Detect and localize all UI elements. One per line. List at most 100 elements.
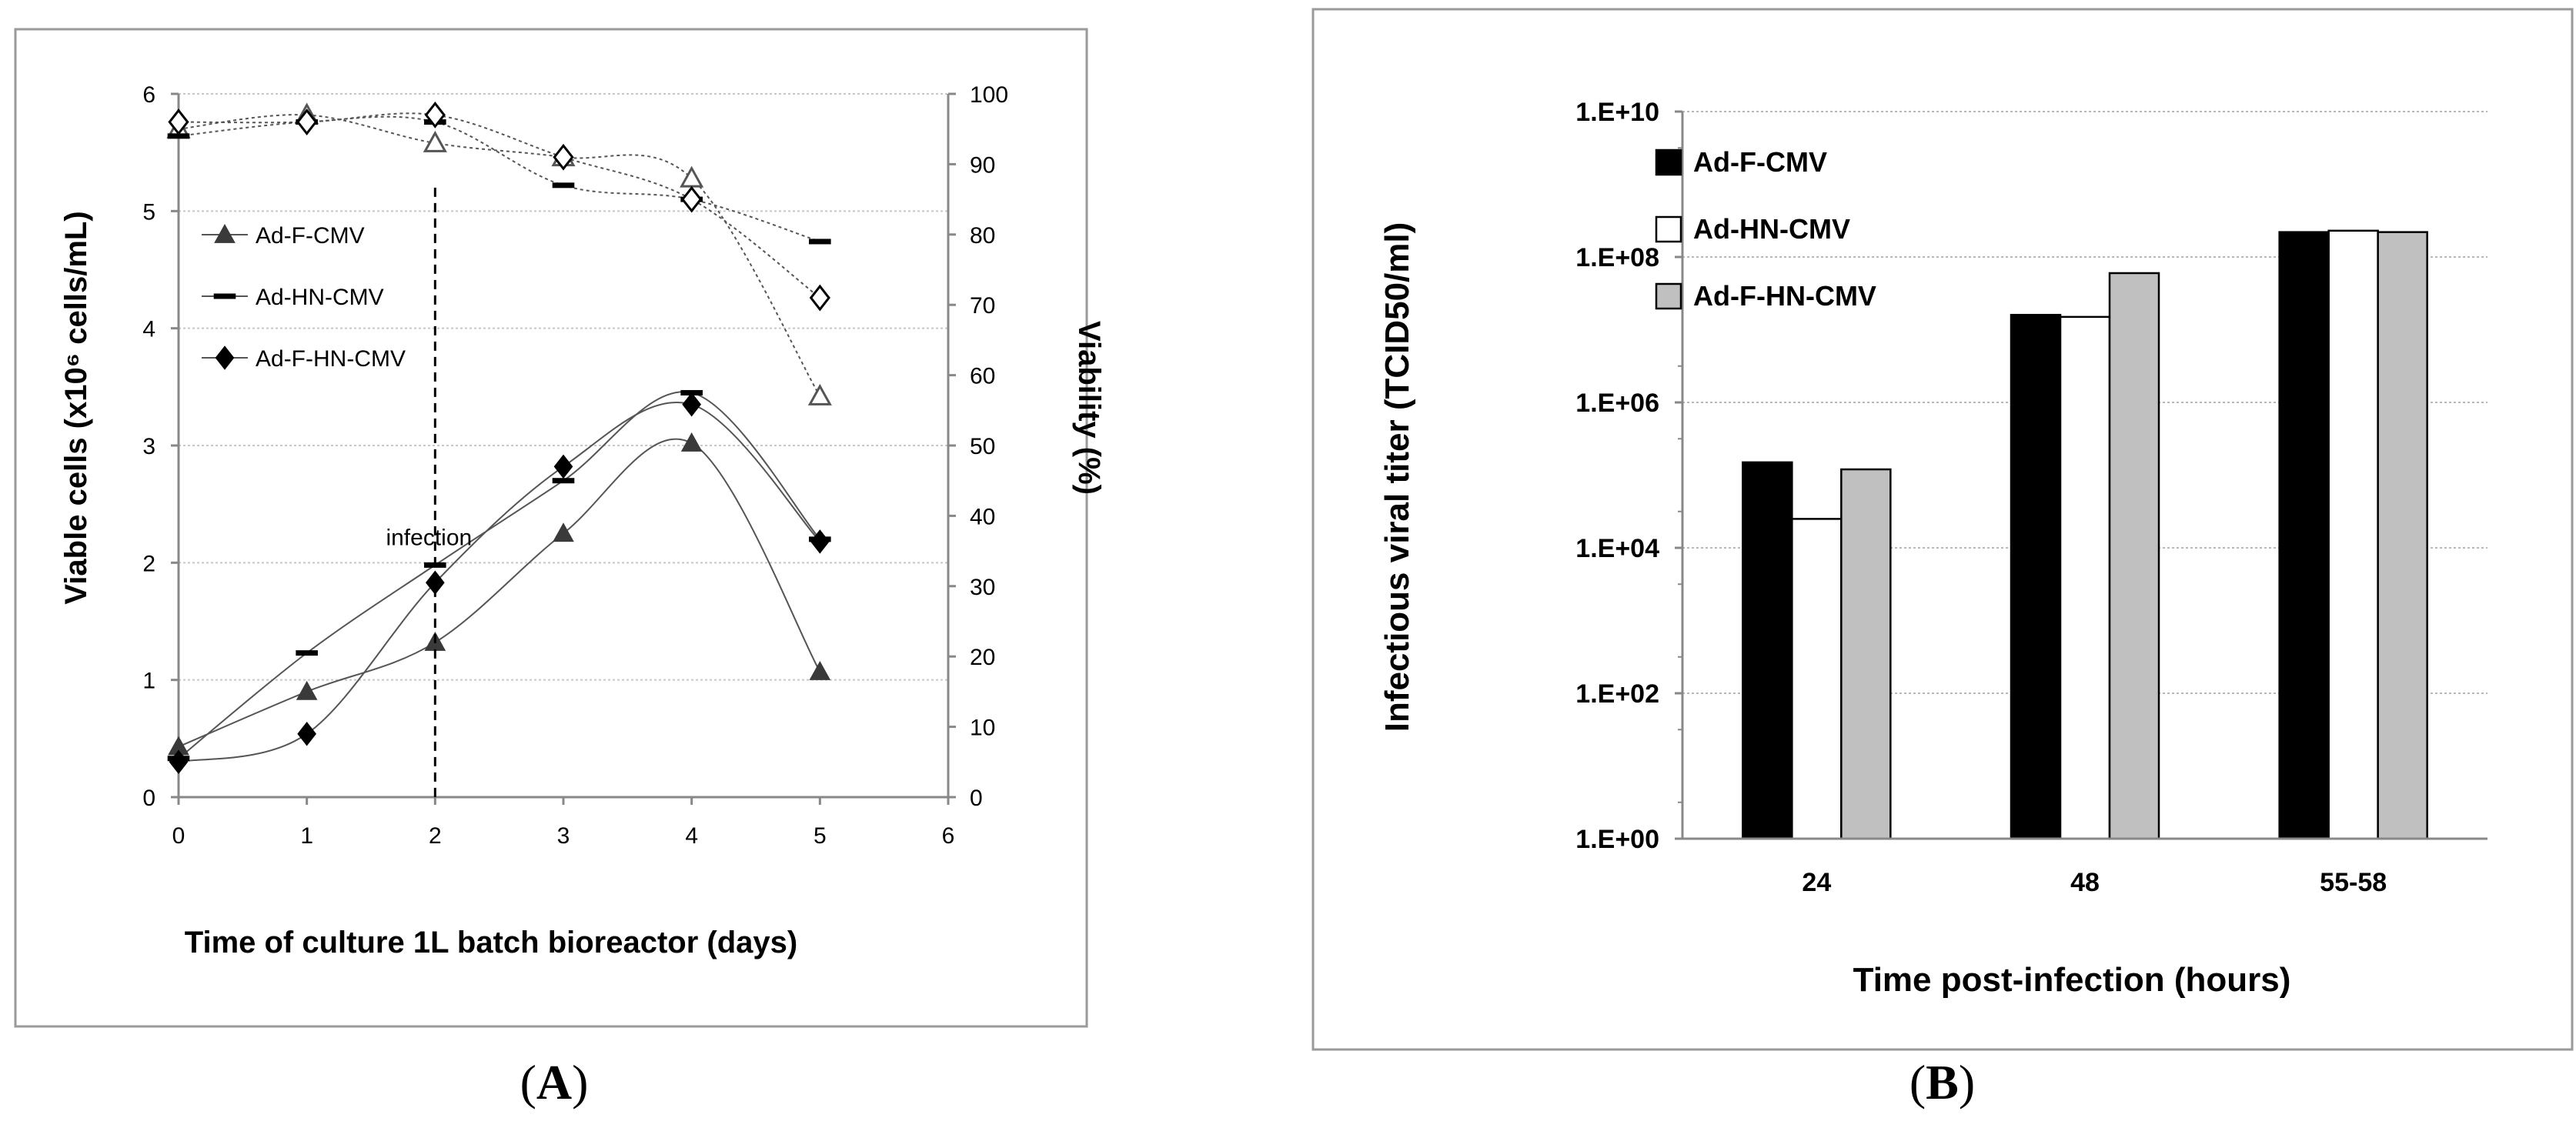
x-tick-label-b-55-58: 55-58	[2320, 868, 2387, 897]
bar-ad-f-cmv-24	[1742, 461, 1793, 840]
infection-annotation: infection	[386, 525, 472, 550]
series-line-a-ad-hn-cmv-viability	[178, 115, 820, 242]
bar-ad-f-hn-cmv-24	[1840, 468, 1892, 840]
legend-a-marker-ad-f-hn-cmv	[215, 345, 235, 370]
chart-a-gridlines	[179, 93, 948, 681]
chart-a-legend: Ad-F-CMV Ad-HN-CMV Ad-F-HN-CMV	[202, 223, 406, 372]
y2-tick-label-a-100: 100	[970, 82, 1008, 108]
y2-tick-label-a-20: 20	[970, 645, 995, 670]
legend-a-marker-ad-hn-cmv	[213, 293, 236, 299]
chart-b-y-axis-title: Infectious viral titer (TCID50/ml)	[1378, 222, 1416, 733]
point-a-ad-f-hn-cmv-viability-day-2	[424, 102, 446, 128]
x-tick-label-b-24: 24	[1802, 868, 1831, 897]
y2-tick-label-a-60: 60	[970, 364, 995, 389]
y-tick-label-a-6: 6	[142, 82, 155, 108]
point-a-ad-f-hn-cmv-viability-day-0	[168, 108, 189, 135]
bar-ad-hn-cmv-48	[2059, 315, 2111, 840]
panel-a-label: (A)	[520, 1055, 589, 1110]
y-tick-label-a-5: 5	[142, 199, 155, 225]
y2-tick-label-a-40: 40	[970, 504, 995, 529]
y-tick-label-b-1-e-02: 1.E+02	[1575, 679, 1659, 709]
y-tick-label-b-1-e-08: 1.E+08	[1575, 243, 1659, 272]
x-tick-label-a-1: 1	[300, 823, 313, 849]
y-tick-label-b-1-e-00: 1.E+00	[1575, 825, 1659, 854]
point-a-ad-f-hn-cmv-viability-day-4	[681, 185, 703, 213]
x-tick-label-a-4: 4	[685, 823, 698, 849]
point-a-ad-f-hn-cmv-viability-day-1	[296, 108, 318, 135]
y-tick-label-a-2: 2	[142, 551, 155, 576]
y2-tick-label-a-80: 80	[970, 223, 995, 249]
legend-b-swatch-ad-f-hn-cmv	[1655, 282, 1682, 310]
panel-b-label: (B)	[1909, 1055, 1976, 1110]
point-a-ad-hn-cmv-viable-cells-day-3	[552, 478, 575, 484]
x-tick-label-a-0: 0	[172, 823, 185, 849]
chart-a-axes	[171, 92, 956, 805]
legend-a-label-ad-f-hn-cmv: Ad-F-HN-CMV	[256, 346, 406, 372]
x-tick-label-a-5: 5	[814, 823, 827, 849]
legend-a-label-ad-f-cmv: Ad-F-CMV	[256, 223, 365, 249]
point-a-ad-f-hn-cmv-viability-day-5	[809, 284, 830, 312]
point-a-ad-hn-cmv-viability-day-3	[552, 182, 575, 189]
y-tick-label-b-1-e-04: 1.E+04	[1575, 534, 1659, 563]
y2-tick-label-a-90: 90	[970, 152, 995, 178]
chart-b-tick-labels: 1.E+00 1.E+02 1.E+04 1.E+06 1.E+08 1.E+10 24 48…	[1575, 98, 2387, 897]
point-a-ad-f-hn-cmv-viability-day-3	[553, 143, 574, 171]
point-a-ad-hn-cmv-viability-day-0	[167, 133, 190, 139]
chart-b-bars	[1742, 229, 2428, 840]
point-a-ad-f-cmv-viable-cells-day-1	[296, 680, 318, 700]
point-a-ad-hn-cmv-viable-cells-day-1	[296, 650, 318, 656]
y-tick-label-a-3: 3	[142, 434, 155, 459]
point-a-ad-f-cmv-viable-cells-day-5	[809, 660, 831, 680]
bar-ad-f-cmv-55-58	[2278, 231, 2330, 840]
legend-b-label-ad-hn-cmv: Ad-HN-CMV	[1693, 213, 1850, 245]
bar-ad-f-hn-cmv-48	[2108, 272, 2160, 840]
point-a-ad-f-cmv-viable-cells-day-3	[553, 522, 574, 542]
point-a-ad-f-hn-cmv-viable-cells-day-4	[682, 392, 702, 417]
point-a-ad-f-cmv-viable-cells-day-4	[680, 432, 703, 452]
chart-a-y2-axis-title: Viability (%)	[1072, 321, 1106, 495]
legend-a-label-ad-hn-cmv: Ad-HN-CMV	[256, 285, 384, 310]
chart-b: 1.E+00 1.E+02 1.E+04 1.E+06 1.E+08 1.E+10 24 48…	[1311, 8, 2574, 1051]
bar-ad-hn-cmv-55-58	[2327, 229, 2379, 840]
legend-b-label-ad-f-hn-cmv: Ad-F-HN-CMV	[1693, 280, 1876, 312]
y2-tick-label-a-50: 50	[970, 434, 995, 459]
x-tick-label-b-48: 48	[2070, 868, 2100, 897]
legend-b-swatch-ad-hn-cmv	[1655, 215, 1682, 243]
point-a-ad-f-hn-cmv-viable-cells-day-0	[169, 749, 189, 775]
series-line-a-ad-f-cmv-viability	[178, 114, 821, 397]
x-tick-label-a-2: 2	[429, 823, 442, 849]
x-tick-label-a-3: 3	[557, 823, 570, 849]
chart-a-frame	[14, 28, 1088, 1028]
chart-b-x-axis-title: Time post-infection (hours)	[1853, 961, 2291, 999]
series-line-a-ad-hn-cmv-viable-cells	[178, 391, 821, 759]
point-a-ad-hn-cmv-viability-day-5	[809, 239, 831, 245]
bar-ad-f-hn-cmv-55-58	[2377, 231, 2428, 840]
legend-a-marker-ad-f-cmv	[214, 223, 236, 243]
y-tick-label-b-1-e-10: 1.E+10	[1575, 98, 1659, 127]
legend-b-label-ad-f-cmv: Ad-F-CMV	[1693, 146, 1827, 178]
point-a-ad-f-cmv-viability-day-2	[423, 130, 447, 152]
y-tick-label-b-1-e-06: 1.E+06	[1575, 389, 1659, 418]
legend-b-swatch-ad-f-cmv	[1655, 149, 1682, 176]
point-a-ad-f-cmv-viability-day-5	[807, 383, 832, 405]
y-tick-label-a-1: 1	[142, 669, 155, 694]
point-a-ad-f-hn-cmv-viable-cells-day-1	[297, 721, 317, 746]
bar-ad-hn-cmv-24	[1791, 518, 1843, 840]
y2-tick-label-a-70: 70	[970, 293, 995, 319]
series-line-a-ad-f-hn-cmv-viability	[178, 112, 820, 299]
y-tick-label-a-0: 0	[142, 786, 155, 811]
chart-a-x-axis-title: Time of culture 1L batch bioreactor (day…	[185, 926, 797, 959]
chart-b-legend: Ad-F-CMV Ad-HN-CMV Ad-F-HN-CMV	[1655, 146, 1876, 312]
y2-tick-label-a-10: 10	[970, 716, 995, 741]
chart-b-axes	[1675, 110, 2487, 840]
point-a-ad-f-hn-cmv-viable-cells-day-3	[553, 454, 573, 479]
x-tick-label-a-6: 6	[942, 823, 955, 849]
y2-tick-label-a-0: 0	[970, 786, 983, 811]
chart-a-y-axis-title: Viable cells (x10⁶ cells/mL)	[59, 211, 93, 604]
y-tick-label-a-4: 4	[142, 317, 155, 342]
y2-tick-label-a-30: 30	[970, 575, 995, 600]
point-a-ad-f-hn-cmv-viable-cells-day-5	[810, 529, 830, 554]
bar-ad-f-cmv-48	[2010, 313, 2062, 840]
